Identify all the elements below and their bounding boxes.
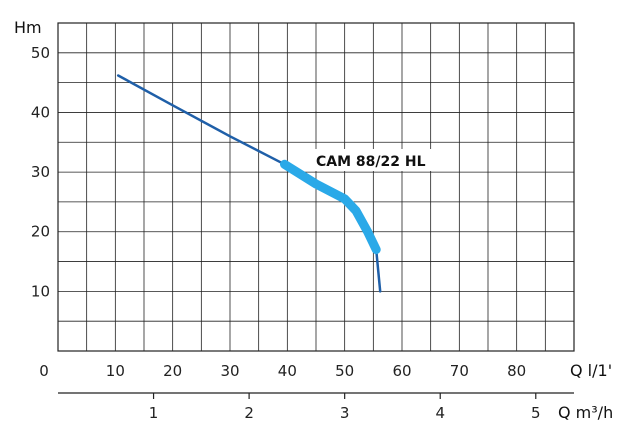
y-tick-label: 20 [31, 223, 50, 241]
x-tick-labels: 0 10 20 30 40 50 60 70 80 [39, 362, 526, 380]
x-tick-label: 40 [278, 362, 297, 380]
y-tick-label: 10 [31, 282, 50, 300]
secondary-x-tick-label: 3 [340, 404, 350, 422]
x-tick-label: 60 [392, 362, 411, 380]
series-operating-range [280, 159, 381, 255]
secondary-x-axis-title: Q m³/h [558, 403, 613, 422]
y-tick-labels: 10 20 30 40 50 [31, 44, 50, 301]
series-label: CAM 88/22 HL [316, 154, 426, 170]
x-tick-label: 70 [450, 362, 469, 380]
secondary-x-tick-label: 2 [244, 404, 254, 422]
x-tick-label: 20 [163, 362, 182, 380]
secondary-x-tick-label: 5 [531, 404, 541, 422]
x-tick-label: 30 [220, 362, 239, 380]
y-tick-label: 30 [31, 163, 50, 181]
y-tick-label: 50 [31, 44, 50, 62]
secondary-x-tick-labels: 1 2 3 4 5 [149, 393, 541, 422]
x-tick-label: 80 [507, 362, 526, 380]
x-axis-title: Q l/1' [570, 361, 612, 380]
y-tick-label: 40 [31, 103, 50, 121]
secondary-x-tick-label: 4 [435, 404, 445, 422]
x-tick-label: 0 [39, 362, 49, 380]
series-line [116, 74, 382, 293]
x-tick-label: 50 [335, 362, 354, 380]
series-layer [116, 74, 382, 293]
y-axis-title: Hm [14, 18, 42, 37]
grid-lines [58, 23, 574, 351]
series-label-background [310, 149, 434, 171]
secondary-x-tick-label: 1 [149, 404, 159, 422]
plot-frame [57, 22, 575, 352]
x-tick-label: 10 [106, 362, 125, 380]
